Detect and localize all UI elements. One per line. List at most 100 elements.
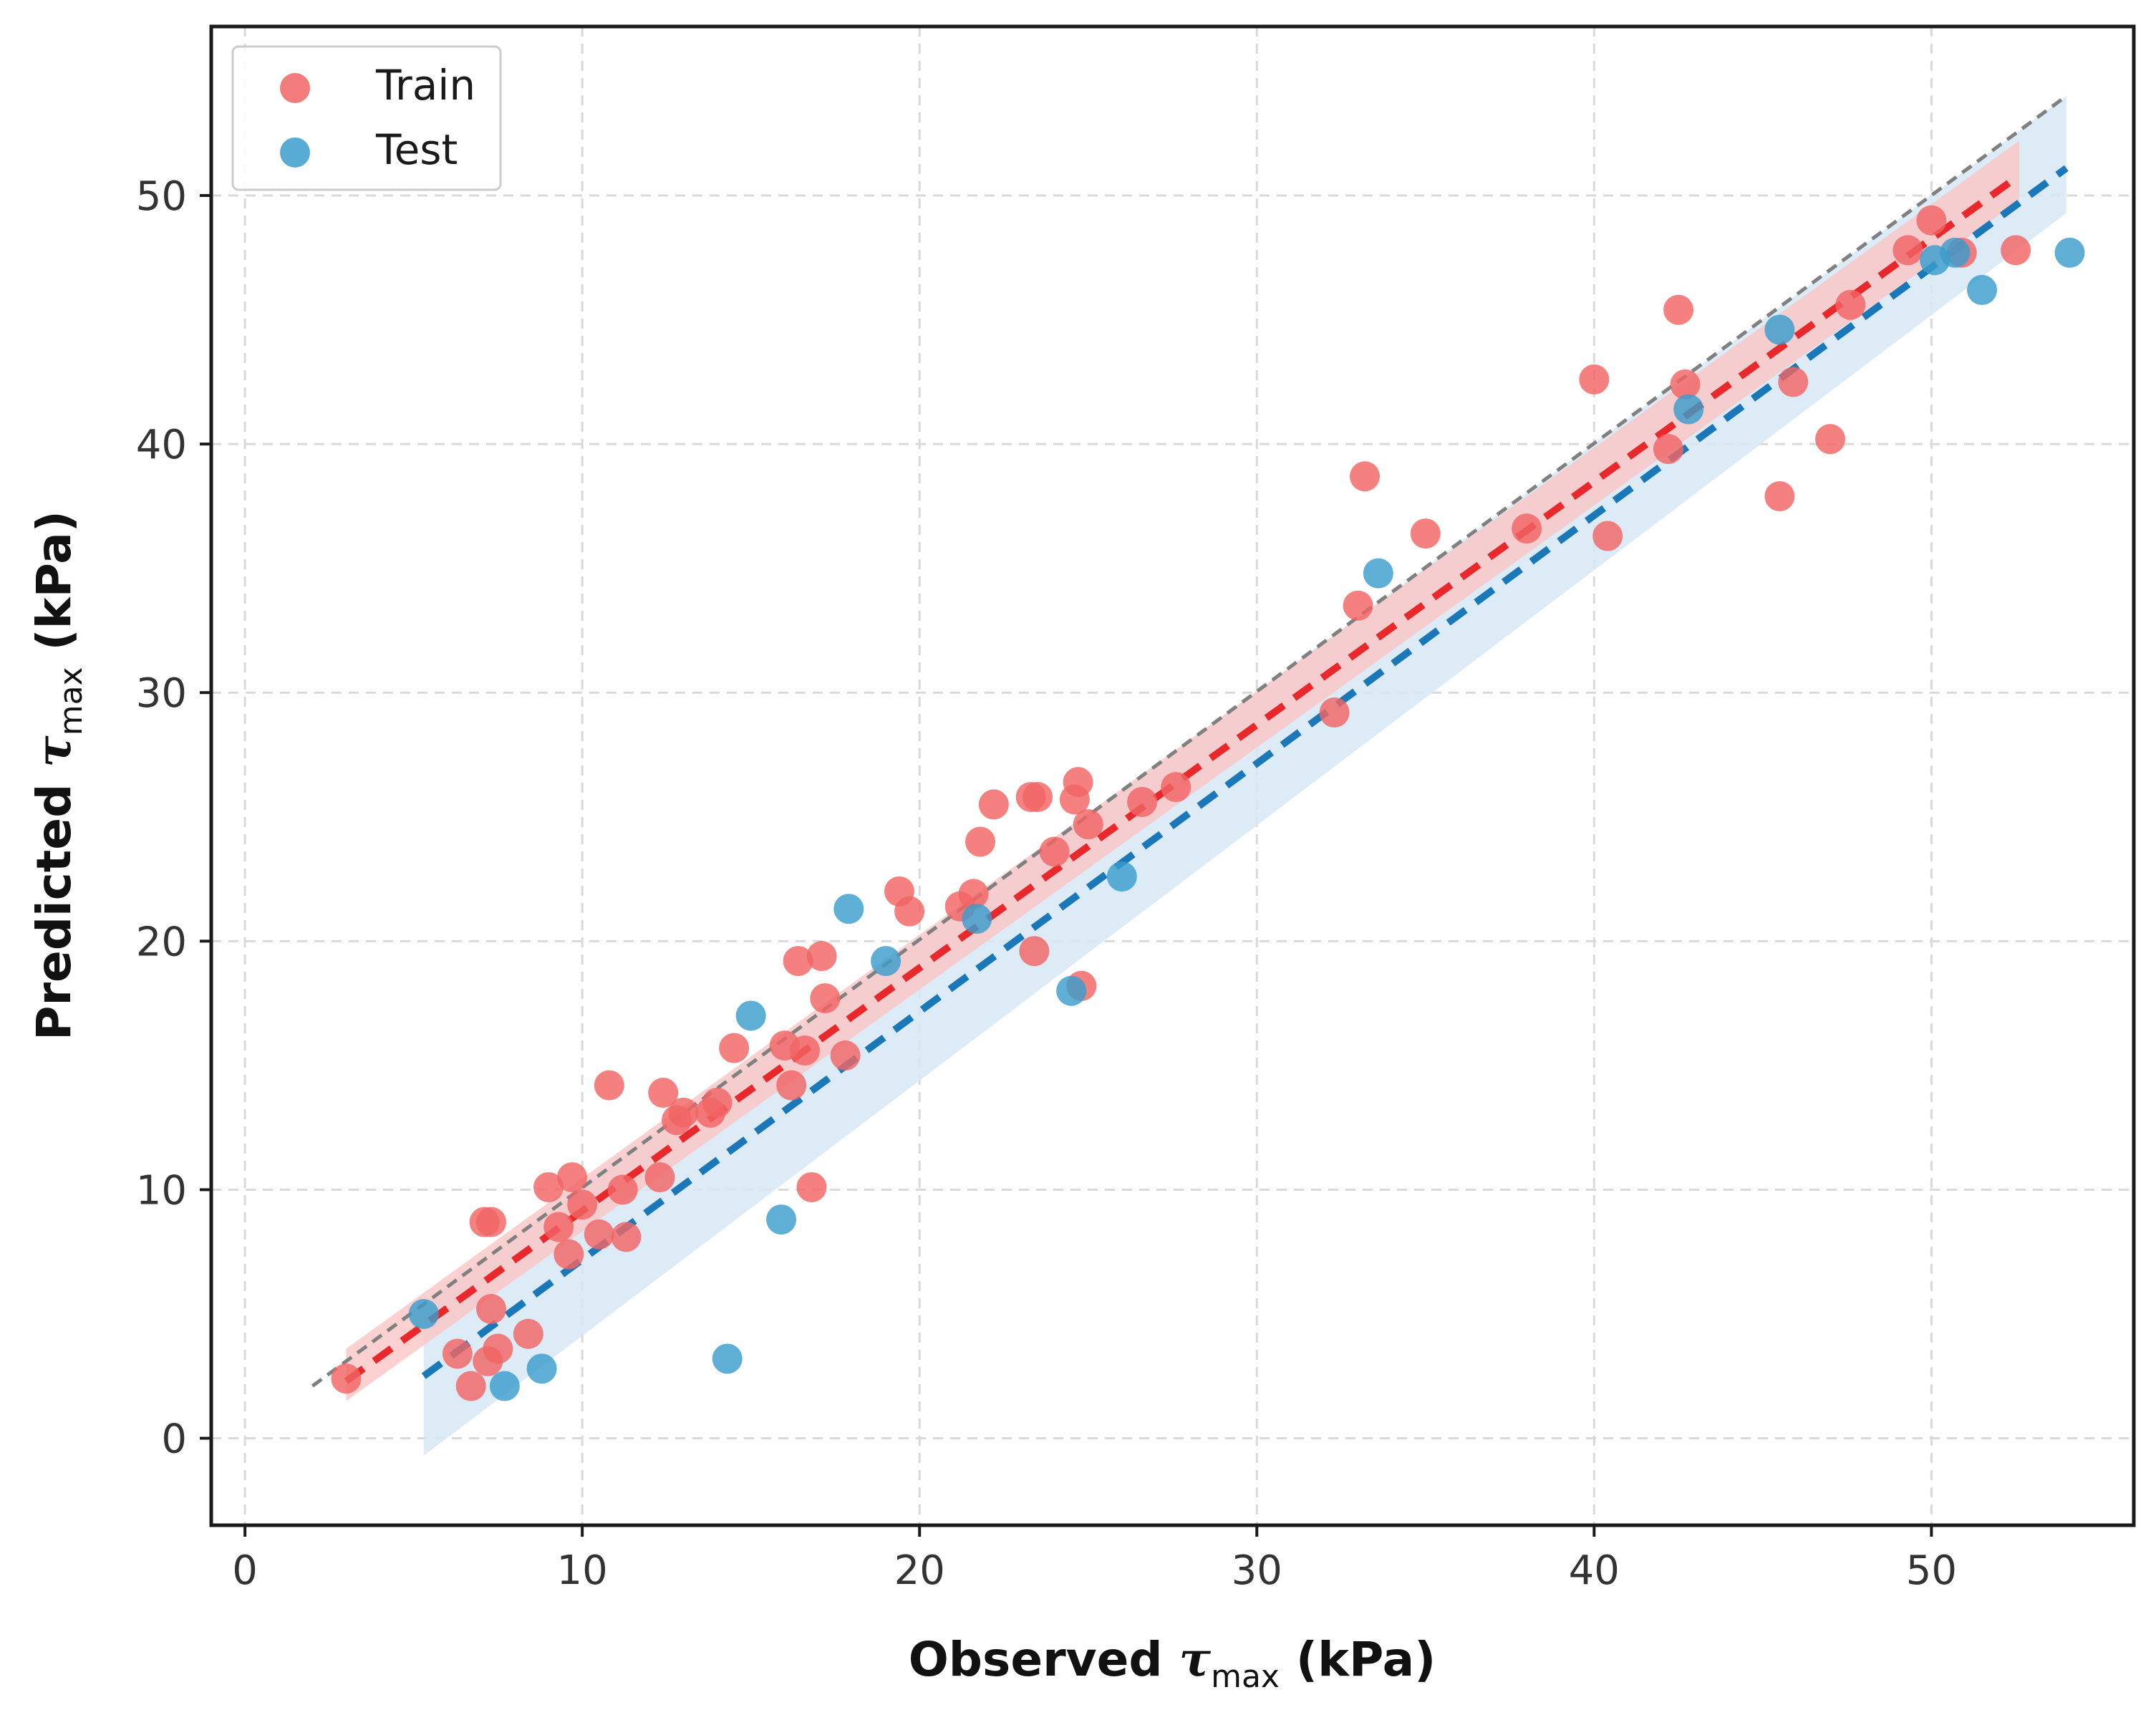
x-tick-label: 10 — [557, 1547, 608, 1594]
train-point — [1579, 364, 1610, 395]
x-axis-label-subscript: max — [1211, 1658, 1280, 1695]
train-point — [607, 1174, 638, 1205]
x-tick-label: 20 — [894, 1547, 945, 1594]
train-point — [1350, 461, 1380, 492]
y-axis-label-subscript: max — [53, 667, 90, 735]
data-points — [331, 205, 2085, 1401]
train-point — [1319, 697, 1350, 728]
train-point — [557, 1162, 588, 1193]
train-point — [978, 789, 1009, 820]
train-point — [455, 1371, 486, 1401]
train-point — [475, 1207, 506, 1237]
test-point — [712, 1343, 743, 1374]
legend-label-train: Train — [375, 61, 475, 110]
train-point — [1916, 205, 1947, 236]
legend-marker-train — [280, 73, 310, 103]
train-point — [483, 1333, 513, 1364]
y-axis-label-symbol: τ — [26, 735, 82, 768]
test-point — [1363, 558, 1393, 589]
train-point — [1653, 434, 1683, 465]
train-point — [1512, 513, 1542, 544]
legend-marker-test — [280, 137, 310, 168]
train-point — [648, 1078, 679, 1108]
train-point — [1835, 289, 1866, 320]
plot-frame — [209, 24, 2136, 1527]
train-point — [1023, 782, 1053, 813]
train-point — [1063, 767, 1093, 798]
train-point — [1815, 424, 1846, 455]
test-point — [2054, 237, 2085, 268]
train-point — [533, 1171, 564, 1202]
x-axis-label-main: Observed — [909, 1632, 1179, 1687]
train-point — [1039, 836, 1070, 867]
train-point — [806, 941, 837, 972]
x-axis-label-symbol: τ — [1179, 1631, 1212, 1687]
grid — [211, 26, 2134, 1525]
train-point — [1127, 786, 1158, 817]
y-tick-label: 20 — [136, 919, 187, 965]
test-point — [833, 894, 864, 924]
y-tick-label: 40 — [136, 422, 187, 468]
test-point — [1967, 274, 1998, 305]
y-tick-label: 10 — [136, 1167, 187, 1214]
y-axis-label: Predicted τmax (kPa) — [26, 511, 90, 1040]
test-point — [1764, 314, 1795, 345]
test-point — [962, 904, 992, 934]
test-point — [526, 1353, 557, 1384]
train-point — [475, 1294, 506, 1325]
test-point — [766, 1204, 797, 1235]
x-axis-label: Observed τmax (kPa) — [909, 1631, 1436, 1695]
train-point — [1343, 590, 1373, 621]
train-point — [1161, 772, 1191, 803]
legend-label-test: Test — [375, 125, 458, 174]
test-point — [1106, 861, 1137, 892]
train-point — [1670, 369, 1701, 400]
train-point — [1892, 235, 1923, 266]
test-point — [1056, 975, 1087, 1006]
train-point — [796, 1171, 827, 1202]
x-tick-label: 30 — [1232, 1547, 1282, 1594]
train-point — [644, 1162, 675, 1193]
axis-ticks: 0 10 20 30 40 50 0 10 20 30 40 50 — [136, 173, 1957, 1594]
train-point — [1778, 367, 1809, 397]
y-tick-label: 30 — [136, 670, 187, 717]
train-point — [1019, 936, 1050, 967]
train-point — [776, 1070, 807, 1101]
train-point — [1410, 518, 1441, 549]
test-point — [735, 1000, 766, 1031]
train-point — [594, 1070, 624, 1101]
identity-line — [311, 95, 2068, 1388]
test-point — [489, 1371, 520, 1401]
train-point — [702, 1087, 733, 1118]
train-point — [553, 1239, 584, 1270]
y-axis-label-unit: (kPa) — [26, 511, 82, 667]
x-tick-label: 40 — [1569, 1547, 1620, 1594]
train-point — [719, 1033, 750, 1063]
train-confidence-band — [346, 140, 2019, 1401]
train-point — [442, 1338, 473, 1369]
x-axis-label-unit: (kPa) — [1280, 1632, 1436, 1687]
test-point — [871, 946, 901, 977]
train-point — [611, 1222, 642, 1252]
train-point — [513, 1318, 543, 1349]
train-point — [958, 879, 989, 909]
train-point — [1764, 481, 1795, 512]
y-axis-label-main: Predicted — [26, 768, 82, 1040]
test-point — [1940, 237, 1971, 268]
legend: Train Test — [231, 45, 502, 191]
train-point — [965, 826, 995, 857]
y-tick-label: 0 — [161, 1416, 187, 1463]
test-point — [408, 1298, 439, 1329]
train-point — [668, 1097, 699, 1128]
train-point — [543, 1212, 574, 1242]
train-point — [1592, 521, 1623, 551]
train-point — [567, 1189, 598, 1220]
x-tick-label: 50 — [1906, 1547, 1957, 1594]
train-point — [1073, 809, 1103, 840]
train-point — [1663, 294, 1694, 325]
train-point — [2001, 235, 2031, 266]
train-point — [830, 1040, 861, 1071]
y-tick-label: 50 — [136, 173, 187, 220]
train-point — [783, 946, 813, 977]
